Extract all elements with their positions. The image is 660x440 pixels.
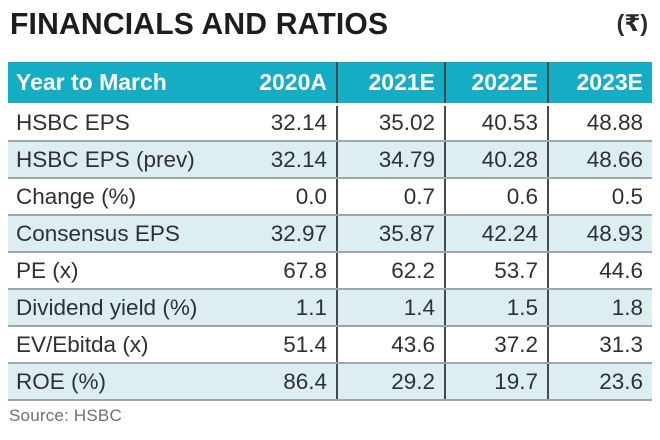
row-label: Change (%) bbox=[8, 178, 227, 216]
table-cell: 48.88 bbox=[547, 104, 652, 142]
table-row: Change (%) 0.0 0.7 0.6 0.5 bbox=[8, 178, 652, 216]
table-cell: 37.2 bbox=[444, 326, 548, 364]
table-row: HSBC EPS (prev) 32.14 34.79 40.28 48.66 bbox=[8, 141, 652, 179]
table-cell: 29.2 bbox=[336, 363, 445, 401]
header-cell-year: 2023E bbox=[547, 62, 652, 106]
header-cell-year: 2020A bbox=[227, 62, 337, 106]
table-header: Year to March 2020A 2021E 2022E 2023E bbox=[8, 62, 652, 106]
table-cell: 1.1 bbox=[227, 289, 337, 327]
table-cell: 48.93 bbox=[547, 215, 652, 253]
table-cell: 53.7 bbox=[444, 252, 548, 290]
table-row: HSBC EPS 32.14 35.02 40.53 48.88 bbox=[8, 104, 652, 142]
table-row: Dividend yield (%) 1.1 1.4 1.5 1.8 bbox=[8, 289, 652, 327]
table-body: HSBC EPS 32.14 35.02 40.53 48.88 HSBC EPS (pr… bbox=[8, 104, 652, 401]
table-cell: 32.14 bbox=[227, 104, 337, 142]
table-cell: 51.4 bbox=[227, 326, 337, 364]
table-cell: 48.66 bbox=[547, 141, 652, 179]
table-cell: 67.8 bbox=[227, 252, 337, 290]
table-cell: 1.8 bbox=[547, 289, 652, 327]
table-cell: 0.5 bbox=[547, 178, 652, 216]
table-row: Consensus EPS 32.97 35.87 42.24 48.93 bbox=[8, 215, 652, 253]
row-label: ROE (%) bbox=[8, 363, 227, 401]
table-header-row: Year to March 2020A 2021E 2022E 2023E bbox=[8, 62, 652, 106]
table-cell: 1.5 bbox=[444, 289, 548, 327]
table-cell: 0.0 bbox=[227, 178, 337, 216]
table-cell: 35.02 bbox=[336, 104, 445, 142]
header-cell-year: 2021E bbox=[336, 62, 445, 106]
table-row: EV/Ebitda (x) 51.4 43.6 37.2 31.3 bbox=[8, 326, 652, 364]
table-cell: 19.7 bbox=[444, 363, 548, 401]
table-cell: 40.28 bbox=[444, 141, 548, 179]
table-cell: 86.4 bbox=[227, 363, 337, 401]
row-label: PE (x) bbox=[8, 252, 227, 290]
row-label: HSBC EPS (prev) bbox=[8, 141, 227, 179]
table-row: PE (x) 67.8 62.2 53.7 44.6 bbox=[8, 252, 652, 290]
row-label: EV/Ebitda (x) bbox=[8, 326, 227, 364]
table-cell: 1.4 bbox=[336, 289, 445, 327]
header-cell-year: 2022E bbox=[444, 62, 548, 106]
source-note: Source: HSBC bbox=[9, 406, 122, 425]
table-cell: 0.6 bbox=[444, 178, 548, 216]
row-label: Dividend yield (%) bbox=[8, 289, 227, 327]
table-cell: 32.14 bbox=[227, 141, 337, 179]
header-cell-label: Year to March bbox=[8, 62, 227, 106]
table-cell: 31.3 bbox=[547, 326, 652, 364]
table-cell: 62.2 bbox=[336, 252, 445, 290]
table-row: ROE (%) 86.4 29.2 19.7 23.6 bbox=[8, 363, 652, 401]
table-cell: 43.6 bbox=[336, 326, 445, 364]
table-cell: 0.7 bbox=[336, 178, 445, 216]
table-cell: 44.6 bbox=[547, 252, 652, 290]
table-cell: 42.24 bbox=[444, 215, 548, 253]
financials-table: Year to March 2020A 2021E 2022E 2023E HSBC E… bbox=[8, 62, 652, 401]
table-cell: 40.53 bbox=[444, 104, 548, 142]
page-title: FINANCIALS AND RATIOS bbox=[10, 6, 389, 41]
title-row: FINANCIALS AND RATIOS (₹) bbox=[0, 0, 660, 56]
row-label: Consensus EPS bbox=[8, 215, 227, 253]
table-cell: 32.97 bbox=[227, 215, 337, 253]
currency-unit-label: (₹) bbox=[616, 10, 648, 36]
row-label: HSBC EPS bbox=[8, 104, 227, 142]
table-cell: 23.6 bbox=[547, 363, 652, 401]
table-cell: 34.79 bbox=[336, 141, 445, 179]
table-cell: 35.87 bbox=[336, 215, 445, 253]
